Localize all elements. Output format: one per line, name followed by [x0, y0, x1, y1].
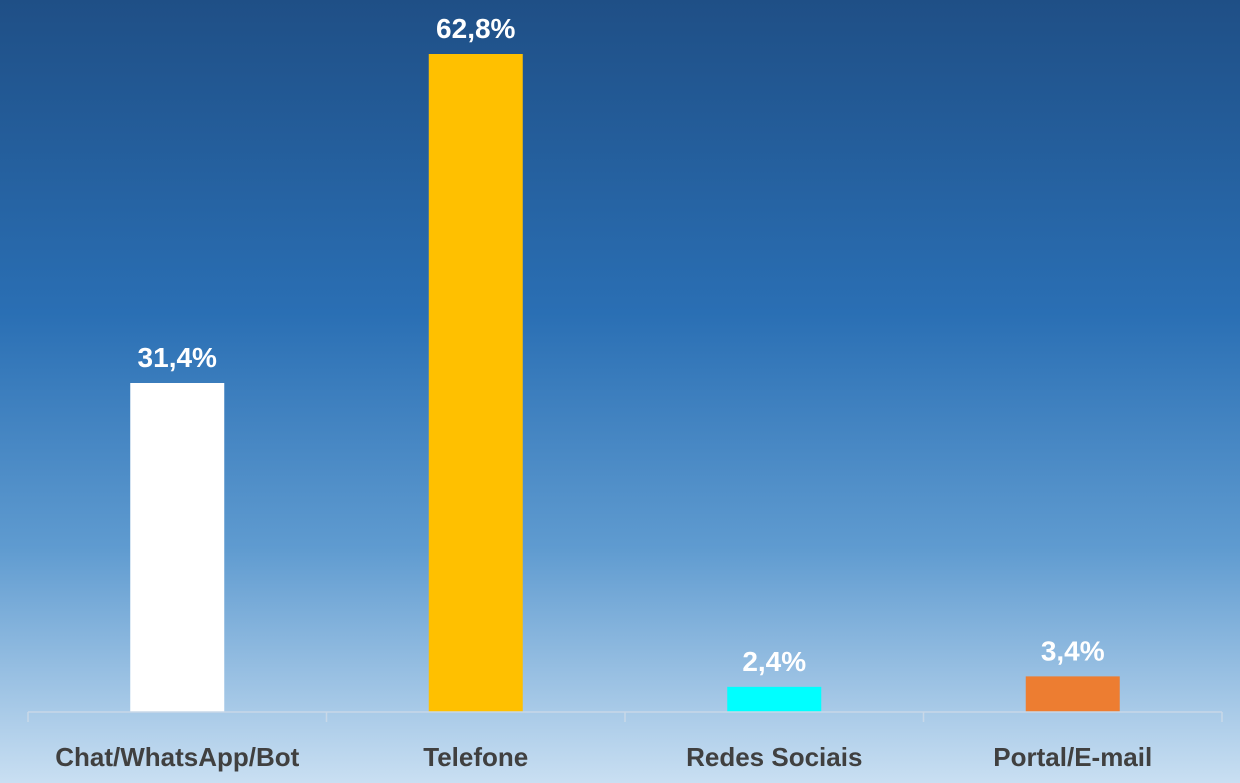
data-label: 3,4% — [1041, 635, 1105, 666]
category-label: Telefone — [423, 742, 528, 772]
category-label: Portal/E-mail — [993, 742, 1152, 772]
category-label: Chat/WhatsApp/Bot — [55, 742, 299, 772]
value-labels: 31,4% 62,8% 2,4% 3,4% — [138, 13, 1105, 677]
data-label: 2,4% — [742, 646, 806, 677]
x-axis-category-labels: Chat/WhatsApp/Bot Telefone Redes Sociais Po… — [55, 742, 1152, 772]
category-label: Redes Sociais — [686, 742, 862, 772]
bar — [428, 54, 523, 712]
bars — [130, 54, 1120, 712]
bar — [1025, 676, 1120, 712]
x-axis-ticks — [27, 712, 1223, 722]
data-label: 62,8% — [436, 13, 515, 44]
bar — [130, 383, 225, 712]
bar — [727, 686, 822, 712]
data-label: 31,4% — [138, 342, 217, 373]
